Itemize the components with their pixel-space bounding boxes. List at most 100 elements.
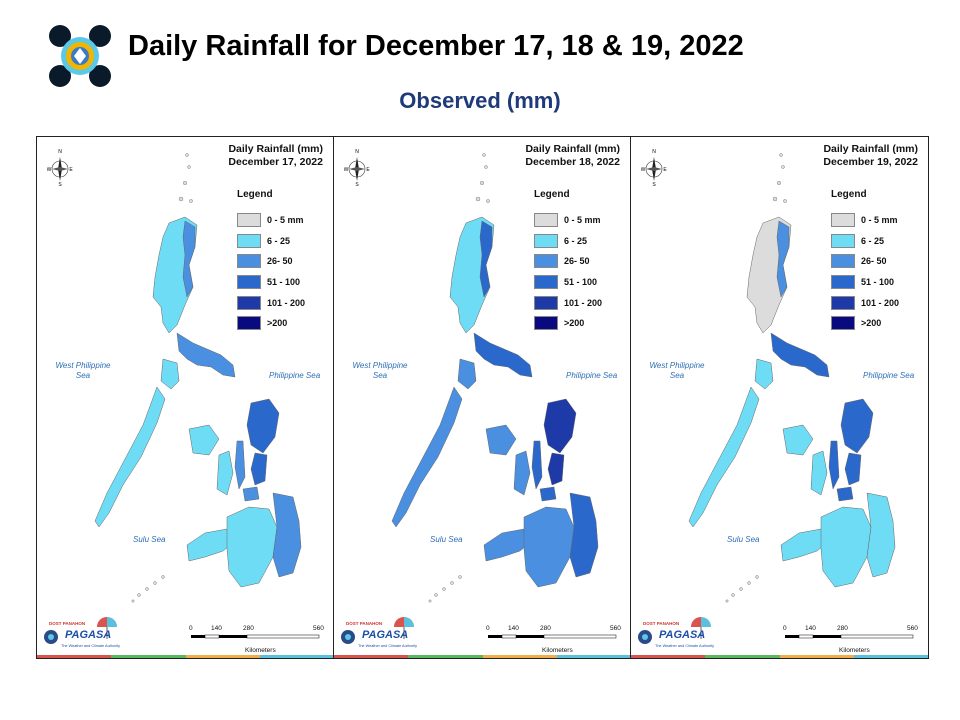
scale-tick-label: 0 (486, 625, 490, 632)
legend-swatch (237, 295, 261, 310)
legend-item: >200 (831, 313, 899, 334)
legend-swatch (831, 275, 855, 290)
mindanao-east (866, 492, 896, 578)
legend-swatch (237, 275, 261, 290)
scale-tick-label: 280 (540, 625, 551, 632)
legend-label: 0 - 5 mm (564, 215, 601, 226)
legend-item: 26- 50 (534, 251, 602, 272)
compass-w: W (344, 167, 349, 173)
map-title-line2: December 19, 2022 (823, 156, 918, 168)
palawan-island (94, 386, 166, 528)
legend-swatch (831, 295, 855, 310)
compass-s: S (58, 182, 62, 187)
legend-item: 0 - 5 mm (237, 210, 305, 231)
map-title-line1: Daily Rainfall (mm) (823, 143, 918, 155)
legend-label: 26- 50 (861, 256, 887, 267)
legend: Legend 0 - 5 mm 6 - 25 26- 50 51 - 100 101 -… (534, 189, 602, 334)
legend-item: 26- 50 (831, 251, 899, 272)
sulu-archipelago (428, 575, 462, 603)
legend-swatch (534, 275, 558, 290)
legend-item: 6 - 25 (534, 231, 602, 252)
pagasa-tagline: The Weather and Climate Authority (358, 644, 418, 648)
pagasa-tagline: The Weather and Climate Authority (61, 644, 121, 648)
legend-label: 51 - 100 (267, 277, 301, 288)
compass-s: S (652, 182, 656, 187)
palawan-island (391, 386, 463, 528)
pagasa-brand-text: PAGASA (659, 629, 706, 641)
pagasa-top-text: DOST PANAHON (643, 621, 680, 626)
legend-item: >200 (534, 313, 602, 334)
leyte-island (844, 452, 862, 486)
leyte-island (547, 452, 565, 486)
scale-unit: Kilometers (245, 647, 276, 654)
mindanao-central (523, 506, 575, 588)
maps-frame: N W E S Daily Rainfall (mm) December 17,… (36, 136, 929, 659)
negros-island (810, 450, 828, 496)
scale-unit: Kilometers (542, 647, 573, 654)
color-stripe (631, 655, 928, 658)
map-title-line1: Daily Rainfall (mm) (525, 143, 620, 155)
label-sulu-sea: Sulu Sea (430, 535, 463, 544)
bicol-region (473, 332, 533, 378)
scale-tick-label: 0 (189, 625, 193, 632)
map-title-line2: December 18, 2022 (525, 156, 620, 168)
luzon-east-coast (776, 220, 790, 298)
sulu-archipelago (131, 575, 165, 603)
legend: Legend 0 - 5 mm 6 - 25 26- 50 51 - 100 101 -… (237, 189, 305, 334)
legend-swatch (831, 316, 855, 331)
scale-unit: Kilometers (839, 647, 870, 654)
luzon-east-coast (479, 220, 493, 298)
map-panel-dec17: N W E S Daily Rainfall (mm) December 17,… (37, 137, 334, 658)
philippines-rainfall-map (688, 153, 896, 603)
legend-label: 0 - 5 mm (861, 215, 898, 226)
bohol-island (242, 486, 260, 502)
legend-label: 51 - 100 (861, 277, 895, 288)
legend-item: 101 - 200 (237, 292, 305, 313)
legend-swatch (534, 254, 558, 269)
cebu-island (234, 440, 246, 490)
scale-tick-label: 140 (211, 625, 222, 632)
label-west-philippine-sea: West Philippine Sea (649, 361, 705, 380)
palawan-island (688, 386, 760, 528)
legend-swatch (237, 316, 261, 331)
bicol-region (770, 332, 830, 378)
samar-island (543, 398, 577, 454)
compass-e: E (69, 167, 73, 173)
scale-bar: 0 140 280 560 Kilometers (484, 625, 624, 657)
legend-label: 6 - 25 (564, 235, 588, 246)
compass-w: W (47, 167, 52, 173)
pagasa-top-text: DOST PANAHON (49, 621, 86, 626)
scale-tick-label: 560 (907, 625, 918, 632)
pagasa-brand-text: PAGASA (65, 629, 112, 641)
scale-bar: 0 140 280 560 Kilometers (781, 625, 921, 657)
bohol-island (836, 486, 854, 502)
luzon-east-coast (182, 220, 196, 298)
compass-w: W (641, 167, 646, 173)
legend-swatch (831, 233, 855, 248)
compass-n: N (355, 149, 359, 155)
legend-swatch (237, 233, 261, 248)
legend-item: 6 - 25 (831, 231, 899, 252)
map-title: Daily Rainfall (mm) December 18, 2022 (525, 143, 620, 169)
legend: Legend 0 - 5 mm 6 - 25 26- 50 51 - 100 101 -… (831, 189, 899, 334)
color-stripe (334, 655, 630, 658)
legend-label: 6 - 25 (861, 235, 885, 246)
legend-label: >200 (861, 318, 882, 329)
legend-label: 0 - 5 mm (267, 215, 304, 226)
pagasa-top-text: DOST PANAHON (346, 621, 383, 626)
legend-title: Legend (534, 189, 570, 200)
sulu-archipelago (725, 575, 759, 603)
bohol-island (539, 486, 557, 502)
legend-swatch (237, 254, 261, 269)
legend-swatch (534, 316, 558, 331)
map-title-line1: Daily Rainfall (mm) (228, 143, 323, 155)
label-philippine-sea: Philippine Sea (863, 371, 915, 380)
cebu-island (828, 440, 840, 490)
label-west-philippine-sea: West Philippine Sea (55, 361, 111, 380)
negros-island (513, 450, 531, 496)
batanes-islands (475, 153, 490, 203)
map-panel-dec18: N W E S Daily Rainfall (mm) December 18,… (334, 137, 631, 658)
batanes-islands (178, 153, 193, 203)
mindanao-east (569, 492, 599, 578)
mindoro-island (160, 358, 180, 390)
